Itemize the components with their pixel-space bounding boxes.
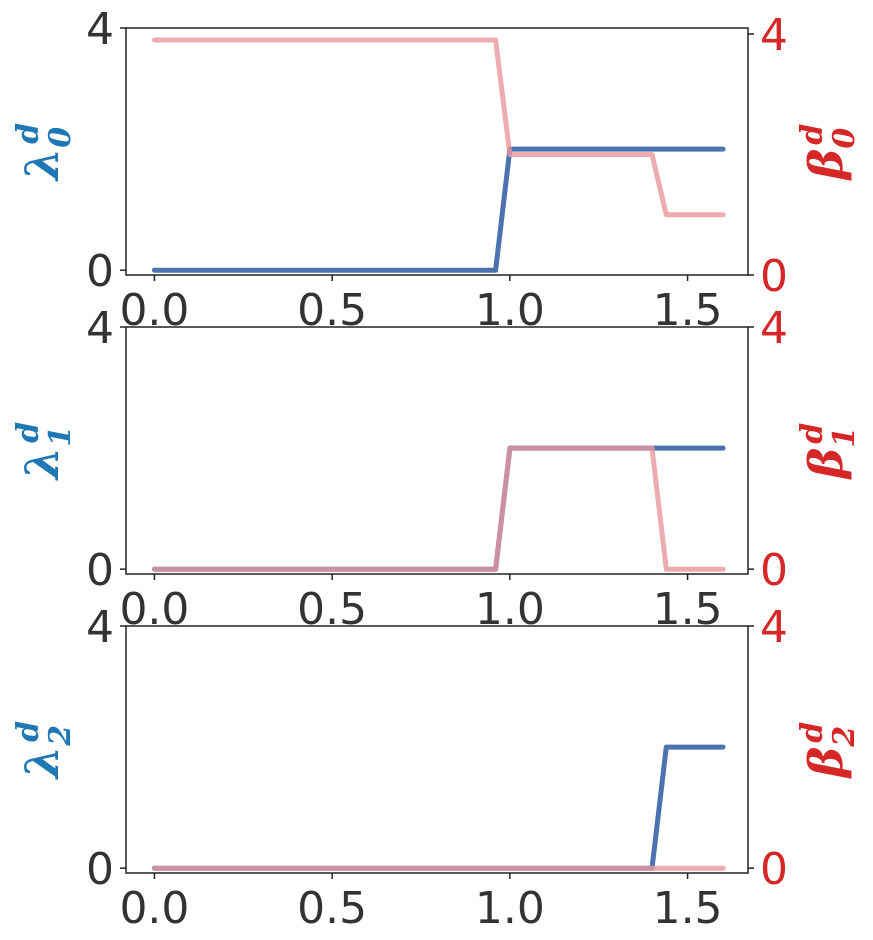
y-right-axis-label-0-base: β [799, 149, 853, 182]
y-left-axis-label-2-sup: d [11, 721, 46, 742]
y-left-axis-label-1-sub: 1 [43, 426, 78, 447]
y-right-tick-label: 0 [760, 545, 788, 596]
y-left-axis-label-1-sup: d [11, 422, 46, 443]
x-tick-label: 1.5 [653, 584, 723, 635]
x-tick-label: 1.0 [475, 584, 545, 635]
y-left-axis-label-0-base: λ [15, 148, 69, 182]
lambda-series-line-0 [151, 146, 726, 273]
x-tick-label: 0.0 [119, 285, 189, 336]
y-left-axis-label-0-sup: d [11, 123, 46, 144]
y-right-axis-label-2-sup: d [795, 722, 830, 743]
lambda-series-line-2 [151, 744, 726, 871]
x-tick-label: 0.5 [297, 883, 367, 934]
y-left-axis-label-0: λ0d [11, 123, 78, 182]
y-left-tick-label: 0 [86, 545, 114, 596]
x-tick-label: 0.5 [297, 584, 367, 635]
y-left-axis-label-2-sub: 2 [43, 725, 78, 747]
y-right-axis-label-1: β1d [795, 423, 862, 480]
y-right-tick-label: 0 [760, 251, 788, 302]
y-left-axis-label-1: λ1d [11, 422, 78, 481]
x-tick-label: 1.0 [475, 883, 545, 934]
axes-frame-0 [125, 27, 749, 276]
x-tick-label: 1.5 [653, 883, 723, 934]
beta-series-line-0 [151, 37, 726, 218]
y-right-tick-label: 4 [760, 10, 788, 61]
y-left-tick-label: 4 [86, 303, 114, 354]
y-right-axis-label-2-sub: 2 [827, 726, 862, 748]
y-right-tick-label: 4 [760, 602, 788, 653]
y-right-axis-label-1-sub: 1 [827, 427, 862, 448]
y-left-tick-label: 4 [86, 4, 114, 55]
y-right-axis-label-0: β0d [795, 124, 862, 181]
y-left-tick-label: 0 [86, 246, 114, 297]
y-right-tick-label: 4 [760, 303, 788, 354]
axes-frame-1 [125, 326, 749, 575]
y-left-tick-label: 4 [86, 602, 114, 653]
y-right-axis-label-0-sup: d [795, 124, 830, 145]
x-tick-label: 1.5 [653, 285, 723, 336]
y-left-axis-label-2: λ2d [11, 721, 78, 780]
y-right-axis-label-1-sup: d [795, 423, 830, 444]
y-right-axis-label-2-base: β [799, 747, 853, 780]
x-tick-label: 1.0 [475, 285, 545, 336]
x-tick-label: 0.5 [297, 285, 367, 336]
x-tick-label: 0.0 [119, 883, 189, 934]
y-left-axis-label-0-sub: 0 [43, 127, 78, 148]
lambda-series-line-1 [151, 445, 726, 572]
y-right-axis-label-1-base: β [799, 448, 853, 481]
y-left-tick-label: 0 [86, 844, 114, 895]
y-right-axis-label-2: β2d [795, 722, 862, 779]
beta-series-line-1 [151, 445, 726, 572]
x-tick-label: 0.0 [119, 584, 189, 635]
y-left-axis-label-2-base: λ [15, 746, 69, 780]
axes-frame-2 [125, 625, 749, 874]
y-right-axis-label-0-sub: 0 [827, 128, 862, 149]
y-left-axis-label-1-base: λ [15, 447, 69, 481]
y-right-tick-label: 0 [760, 844, 788, 895]
